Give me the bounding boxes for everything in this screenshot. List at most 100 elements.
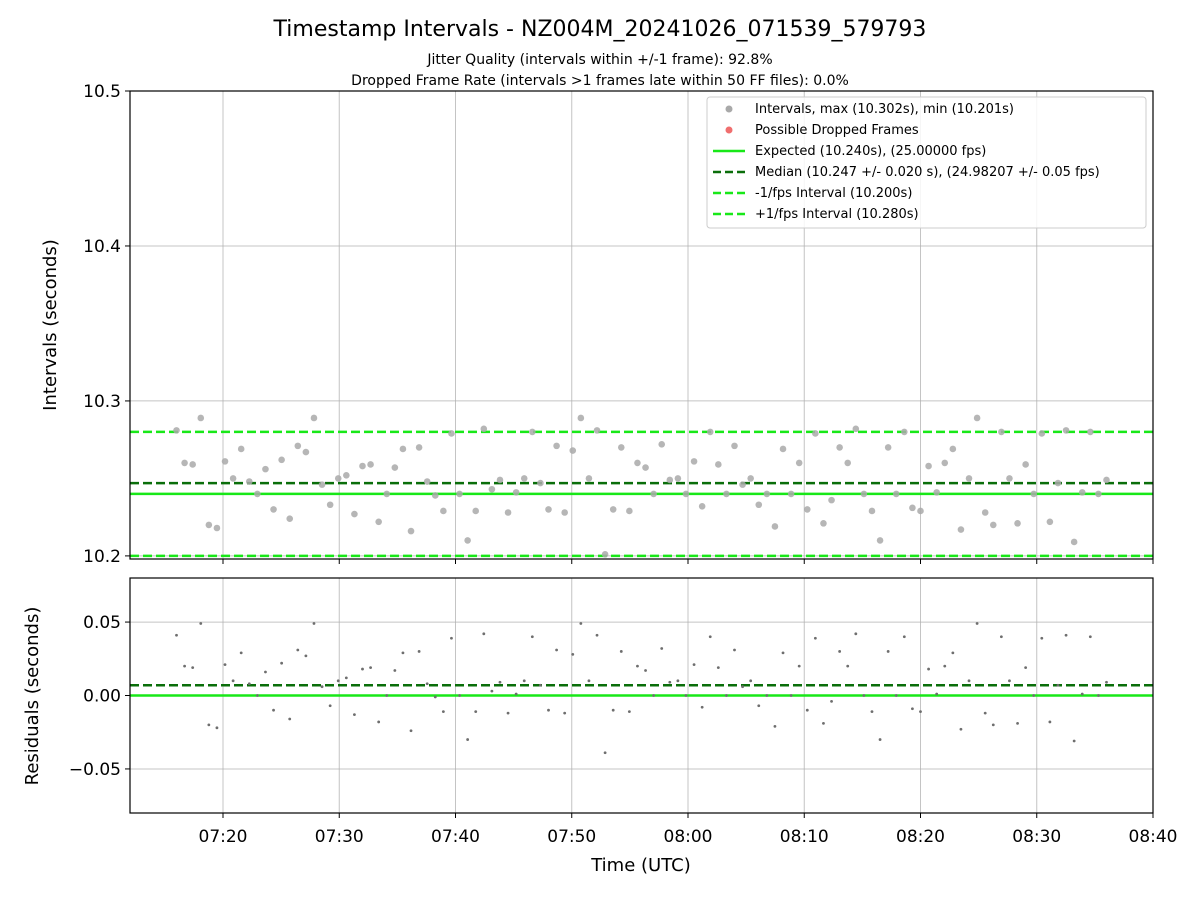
data-point xyxy=(644,669,647,672)
data-point xyxy=(668,680,672,684)
data-point xyxy=(757,704,761,708)
data-point xyxy=(197,414,205,422)
data-point xyxy=(1072,739,1076,743)
data-point xyxy=(1056,683,1060,687)
data-point xyxy=(1008,679,1011,683)
data-point xyxy=(854,632,858,636)
data-point xyxy=(205,521,213,529)
data-point xyxy=(1030,490,1038,498)
data-point xyxy=(1062,427,1070,434)
data-point xyxy=(609,506,617,513)
data-point xyxy=(1087,428,1094,436)
data-point xyxy=(983,711,987,715)
data-point xyxy=(247,682,251,686)
data-point xyxy=(1022,461,1029,468)
data-point xyxy=(425,682,429,686)
data-point xyxy=(270,506,277,513)
intervals-reference-lines xyxy=(130,430,1153,558)
data-point xyxy=(943,664,947,668)
data-point xyxy=(666,476,674,484)
data-point xyxy=(555,648,558,652)
data-point xyxy=(957,526,965,533)
data-point xyxy=(846,664,850,668)
legend-label-minus-fps: -1/fps Interval (10.200s) xyxy=(755,186,912,201)
data-point xyxy=(870,710,874,714)
data-point xyxy=(797,664,801,668)
intervals-x-ticks xyxy=(222,559,1154,564)
data-point xyxy=(312,622,316,625)
data-point xyxy=(262,465,269,473)
y-tick-label: 10.4 xyxy=(83,237,121,257)
data-point xyxy=(676,679,680,683)
legend-label-dropped-frames: Possible Dropped Frames xyxy=(755,123,919,138)
data-point xyxy=(619,650,623,653)
data-point xyxy=(1014,520,1021,527)
data-point xyxy=(820,520,827,527)
data-point xyxy=(318,481,326,488)
residuals-y-ticks: 0.05 0.00 −0.05 xyxy=(69,613,130,780)
data-point xyxy=(949,445,957,453)
data-point xyxy=(529,428,536,436)
y-tick-label: 10.3 xyxy=(83,392,121,412)
data-point xyxy=(553,442,560,450)
data-point xyxy=(530,635,534,639)
data-point xyxy=(812,430,819,437)
data-point xyxy=(836,444,843,451)
data-point xyxy=(684,694,688,697)
data-point xyxy=(320,685,324,689)
data-point xyxy=(981,509,989,516)
data-point xyxy=(181,459,188,467)
data-point xyxy=(221,458,229,465)
data-point xyxy=(229,475,237,482)
data-point xyxy=(361,667,364,671)
data-point xyxy=(522,679,526,683)
data-point xyxy=(304,654,308,658)
residuals-x-ticks: 07:20 07:30 07:40 07:50 08:00 08:10 08:20 08:30… xyxy=(199,813,1178,847)
legend-marker-dropped-frames xyxy=(725,126,733,134)
data-point xyxy=(213,524,221,532)
legend-label-plus-fps: +1/fps Interval (10.280s) xyxy=(755,207,919,222)
data-point xyxy=(593,427,601,434)
data-point xyxy=(223,663,227,667)
data-point xyxy=(813,636,817,640)
legend-label-median: Median (10.247 +/- 0.020 s), (24.98207 +… xyxy=(755,165,1100,180)
data-point xyxy=(627,710,631,714)
y-tick-label: 0.05 xyxy=(83,613,121,633)
data-point xyxy=(959,727,963,731)
y-tick-label: 10.2 xyxy=(83,547,121,567)
data-point xyxy=(415,444,423,451)
legend-label-intervals: Intervals, max (10.302s), min (10.201s) xyxy=(755,102,1014,117)
data-point xyxy=(787,490,795,498)
x-tick-label: 08:20 xyxy=(896,827,945,847)
data-point xyxy=(183,664,186,668)
intervals-panel: 10.2 10.3 10.4 10.5 Intervals (seconds) xyxy=(40,82,1154,567)
data-point xyxy=(884,444,892,451)
data-point xyxy=(755,501,763,509)
data-point xyxy=(789,694,793,697)
data-point xyxy=(650,490,657,498)
data-point xyxy=(731,442,738,450)
data-point xyxy=(231,679,235,683)
data-point xyxy=(569,447,577,454)
data-point xyxy=(482,632,486,636)
data-point xyxy=(919,710,922,714)
data-point xyxy=(359,462,366,470)
data-point xyxy=(464,537,471,544)
data-point xyxy=(894,694,898,697)
data-point xyxy=(375,518,382,526)
data-point xyxy=(1105,680,1108,684)
data-point xyxy=(723,490,730,498)
data-point xyxy=(326,501,334,509)
data-point xyxy=(965,475,973,482)
data-point xyxy=(561,509,568,516)
x-tick-label: 08:00 xyxy=(664,827,713,847)
data-point xyxy=(868,507,876,515)
data-point xyxy=(173,427,180,434)
x-tick-label: 07:50 xyxy=(547,827,596,847)
data-point xyxy=(852,425,860,433)
data-point xyxy=(458,694,461,697)
data-point xyxy=(1038,430,1046,437)
data-point xyxy=(595,633,599,637)
data-point xyxy=(294,442,302,450)
data-point xyxy=(272,708,275,712)
